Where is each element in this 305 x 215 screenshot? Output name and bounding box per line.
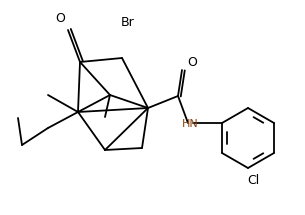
Text: O: O [187,57,197,69]
Text: O: O [55,11,65,25]
Text: Br: Br [121,15,135,29]
Text: Cl: Cl [247,174,259,186]
Text: HN: HN [181,119,198,129]
